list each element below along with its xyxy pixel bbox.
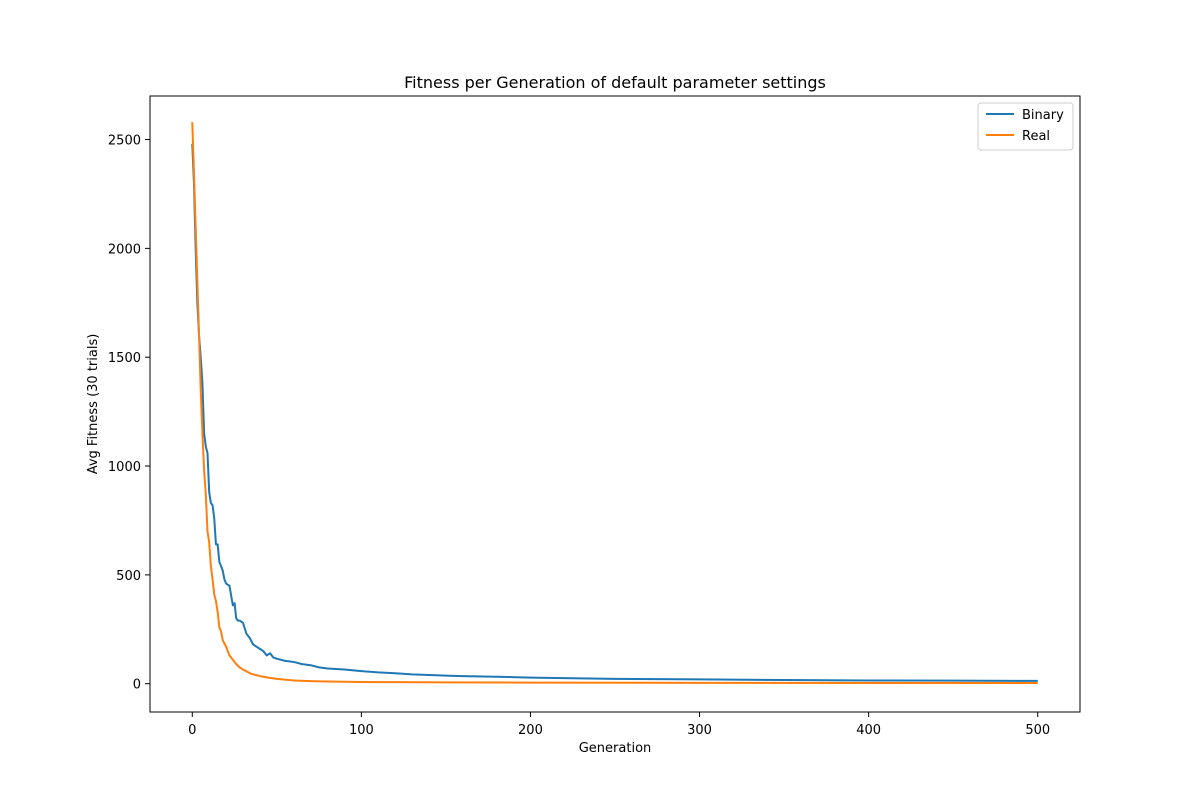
plot-marks — [191, 122, 1038, 685]
y-tick-label: 500 — [116, 569, 141, 584]
y-tick-label: 2500 — [108, 134, 141, 149]
series-line-real — [191, 122, 1038, 685]
x-tick-label: 0 — [188, 723, 196, 738]
legend-label-binary: Binary — [1022, 108, 1064, 123]
legend-label-real: Real — [1022, 129, 1050, 144]
y-tick-label: 0 — [133, 678, 141, 693]
x-axis: 0 100 200 300 400 500 — [188, 712, 1050, 738]
series-line-binary — [191, 143, 1038, 682]
x-tick-label: 200 — [518, 723, 543, 738]
x-tick-label: 500 — [1025, 723, 1050, 738]
chart-title: Fitness per Generation of default parame… — [404, 73, 826, 92]
legend: Binary Real — [977, 102, 1074, 151]
y-tick-label: 1000 — [108, 460, 141, 475]
y-axis: 0 500 1000 1500 2000 2500 — [108, 134, 150, 693]
y-axis-title: Avg Fitness (30 trials) — [86, 334, 101, 475]
x-axis-title: Generation — [579, 741, 652, 756]
y-tick-label: 2000 — [108, 242, 141, 257]
x-tick-label: 300 — [687, 723, 712, 738]
x-tick-label: 100 — [349, 723, 374, 738]
plot-frame — [149, 95, 1081, 713]
y-tick-label: 1500 — [108, 351, 141, 366]
x-tick-label: 400 — [856, 723, 881, 738]
